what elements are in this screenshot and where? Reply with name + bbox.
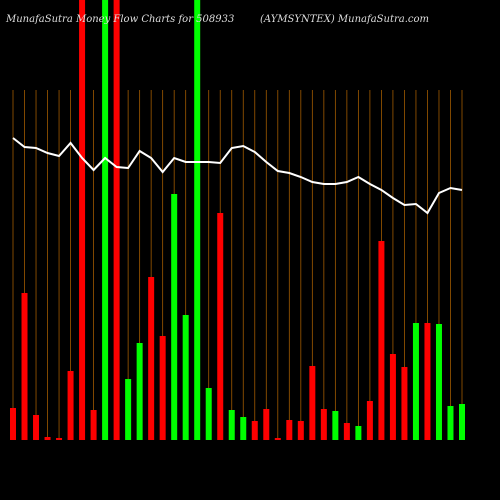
bar [297, 421, 304, 440]
chart-subtitle: (AYMSYNTEX) MunafaSutra.com [260, 14, 429, 25]
bars [10, 0, 465, 440]
chart-title: MunafaSutra Money Flow Charts for 508933 [5, 14, 234, 25]
bar [44, 437, 51, 440]
bar [459, 404, 465, 440]
bar [309, 366, 316, 440]
price-line [12, 137, 463, 215]
bar [125, 379, 132, 440]
bar [33, 415, 40, 440]
bar [10, 408, 16, 440]
bar [194, 0, 201, 440]
bar [136, 343, 143, 440]
bar [205, 388, 212, 440]
bar [378, 241, 385, 440]
bar [159, 336, 166, 440]
bar [389, 354, 396, 440]
bar [56, 438, 63, 440]
bar [240, 417, 247, 440]
bar [412, 323, 419, 440]
bar [286, 420, 293, 440]
bar [217, 213, 224, 440]
bar [355, 426, 362, 440]
bar [263, 409, 270, 440]
bar [182, 315, 189, 440]
bar [435, 324, 442, 440]
bar [148, 277, 155, 440]
bar [343, 423, 350, 440]
bar [67, 371, 74, 440]
bar [113, 0, 120, 440]
bar [366, 401, 373, 440]
bar [320, 409, 327, 440]
bar [21, 293, 28, 440]
bar [424, 323, 431, 440]
bar [447, 406, 454, 440]
bar [171, 194, 178, 440]
bar [274, 438, 281, 440]
bar [401, 367, 408, 440]
bar [79, 0, 86, 440]
bar [332, 411, 339, 440]
bar [90, 410, 97, 440]
bar [102, 0, 109, 440]
bar [228, 410, 235, 440]
lines [12, 137, 463, 215]
bar [251, 421, 258, 440]
